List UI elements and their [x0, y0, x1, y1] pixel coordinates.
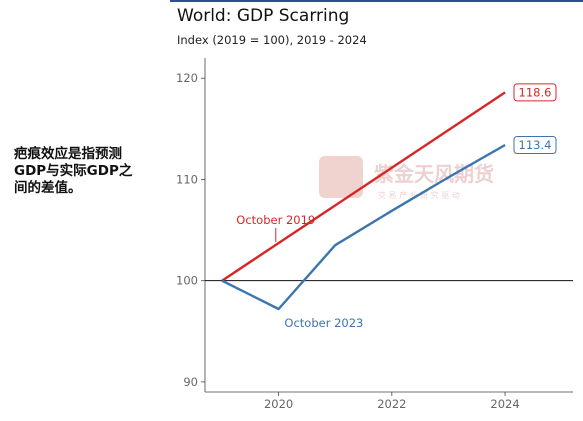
- x-tick-label: 2020: [264, 397, 293, 411]
- y-tick-label: 90: [183, 375, 198, 389]
- end-label-box-october-2019: [513, 83, 557, 102]
- series-line-october-2023: [221, 143, 506, 311]
- watermark-logo: 紫金天风期货 交 易 产 业 研 究 驱 动: [319, 156, 494, 200]
- y-tick-label: 110: [176, 172, 198, 186]
- series-line-october-2019: [221, 91, 506, 282]
- x-tick-label: 2022: [377, 397, 406, 411]
- watermark-logo-text: 紫金天风期货: [374, 162, 494, 186]
- end-label-box-october-2023: [513, 136, 557, 155]
- top-frame-rule: [170, 0, 583, 2]
- series-label-october-2019: October 2019: [236, 213, 315, 227]
- x-tick-label: 2024: [490, 397, 519, 411]
- end-value-label-october-2023: 113.4: [519, 138, 552, 152]
- scarring-note-text: 疤痕效应是指预测 GDP与实际GDP之 间的差值。: [14, 146, 133, 196]
- chart-title: World: GDP Scarring: [177, 6, 350, 26]
- end-value-label-october-2019: 118.6: [519, 85, 552, 99]
- y-tick-label: 120: [176, 71, 198, 85]
- chart-subtitle: Index (2019 = 100), 2019 - 2024: [177, 33, 367, 47]
- y-tick-label: 100: [176, 274, 198, 288]
- series-label-october-2023: October 2023: [284, 316, 363, 330]
